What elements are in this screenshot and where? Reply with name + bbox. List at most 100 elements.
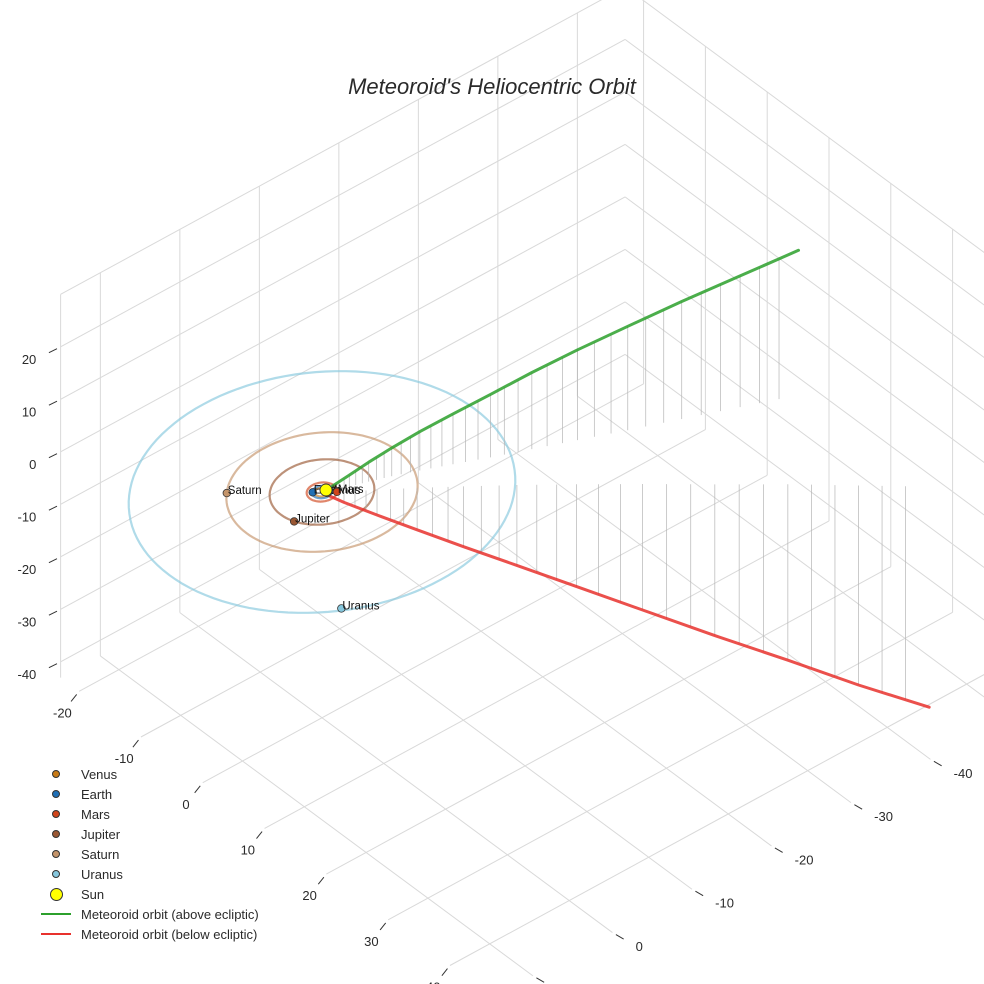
legend-symbol (40, 864, 72, 884)
legend-item[interactable]: Venus (40, 764, 259, 784)
planet-jupiter (289, 517, 299, 526)
tick-mark (379, 922, 387, 931)
z-tick-label: 10 (22, 404, 36, 419)
planet-label-saturn: Saturn (228, 485, 262, 497)
grid-wall-xz (624, 91, 984, 358)
orbit-uranus (127, 370, 517, 614)
legend: Venus Earth Mars Jupiter Saturn Uranus Sun Mete… (40, 764, 259, 944)
grid-floor-y (497, 439, 931, 760)
chart-title: Meteoroid's Heliocentric Orbit (348, 74, 636, 99)
grid-floor-x (202, 474, 768, 784)
box-edge (641, 0, 984, 253)
z-tick-label: 20 (22, 352, 36, 367)
legend-marker-icon (49, 887, 63, 901)
orbit-saturn (225, 431, 419, 553)
y-tick-label: -30 (874, 809, 893, 824)
grid-floor-x (264, 520, 830, 829)
tick-mark (194, 785, 201, 794)
tick-mark (695, 890, 704, 897)
grid-wall-yz (60, 301, 626, 610)
planet-mars (332, 487, 342, 497)
x-tick-label: 0 (182, 797, 189, 812)
drop-lines (343, 258, 906, 700)
orbit-jupiter (268, 458, 376, 526)
tick-mark (48, 453, 58, 459)
y-tick-label: 0 (636, 939, 643, 954)
z-tick-label: -40 (18, 667, 37, 682)
x-tick-label: 40 (426, 980, 440, 984)
x-tick-label: -10 (115, 751, 134, 766)
legend-item[interactable]: Meteoroid orbit (below ecliptic) (40, 924, 259, 944)
grid-floor-y (179, 612, 613, 933)
legend-label: Meteoroid orbit (above ecliptic) (81, 906, 259, 922)
legend-symbol (40, 804, 72, 824)
tick-mark (536, 977, 545, 983)
grid-wall-xz (624, 144, 984, 411)
legend-label: Mars (81, 806, 110, 822)
legend-marker-icon (52, 810, 60, 818)
legend-symbol (40, 824, 72, 844)
grid-wall-xz (624, 39, 984, 306)
planet-orbits (127, 370, 517, 614)
legend-marker-icon (52, 870, 60, 878)
y-tick-label: -40 (954, 766, 973, 781)
legend-item[interactable]: Mars (40, 804, 259, 824)
tick-mark (48, 400, 58, 406)
grid-floor-y (100, 655, 534, 977)
grid-wall-xz (624, 249, 984, 516)
y-tick-label: -20 (795, 852, 814, 867)
tick-mark (774, 847, 783, 853)
tick-mark (256, 831, 263, 839)
tick-mark (317, 876, 325, 885)
legend-label: Venus (81, 766, 118, 782)
legend-symbol (40, 884, 72, 904)
z-tick-label: -10 (18, 509, 37, 524)
legend-marker-icon (52, 830, 60, 838)
grid-wall-xz (624, 301, 984, 568)
tick-mark (48, 505, 58, 511)
grid-wall-yz (60, 143, 626, 453)
grid-floor-x (140, 429, 706, 738)
planet-uranus (337, 604, 346, 613)
tick-mark (933, 760, 942, 767)
legend-item[interactable]: Earth (40, 784, 259, 804)
grid-wall-yz (60, 248, 626, 558)
legend-symbol (40, 904, 72, 924)
legend-label: Saturn (81, 846, 120, 862)
legend-symbol (40, 924, 72, 944)
grid-wall-yz (60, 196, 626, 505)
planet-label-mars: Mars (338, 484, 364, 496)
y-tick-label: -10 (715, 896, 734, 911)
tick-mark (48, 558, 58, 564)
legend-item[interactable]: Saturn (40, 844, 259, 864)
legend-label: Uranus (81, 866, 123, 882)
axis-ticks: -20-10010203040-50-40-30-20-10010-40-30-… (18, 348, 973, 984)
tick-mark (132, 739, 139, 748)
meteoroid-traces (323, 248, 931, 709)
grid-floor-x (326, 566, 892, 875)
grid-wall-yz (60, 353, 626, 663)
z-tick-label: -20 (18, 562, 37, 577)
grid-wall-xz (624, 354, 984, 621)
legend-item[interactable]: Meteoroid orbit (above ecliptic) (40, 904, 259, 924)
tick-mark (48, 663, 58, 669)
grid-floor-x (78, 383, 644, 692)
box-edge (60, 0, 603, 295)
legend-symbol (40, 844, 72, 864)
x-tick-label: -20 (53, 705, 72, 720)
legend-marker-icon (52, 850, 60, 858)
tick-mark (615, 934, 624, 940)
legend-label: Sun (81, 886, 105, 902)
legend-item[interactable]: Uranus (40, 864, 259, 884)
z-tick-label: 0 (29, 457, 36, 472)
planet-label-uranus: Uranus (342, 600, 379, 612)
x-tick-label: 10 (241, 842, 255, 857)
legend-line-icon (41, 913, 71, 915)
tick-mark (441, 968, 448, 976)
legend-item[interactable]: Jupiter (40, 824, 259, 844)
legend-item[interactable]: Sun (40, 884, 259, 904)
legend-symbol (40, 784, 72, 804)
grid-floor-y (259, 568, 693, 890)
grid-wall-yz (60, 91, 626, 400)
